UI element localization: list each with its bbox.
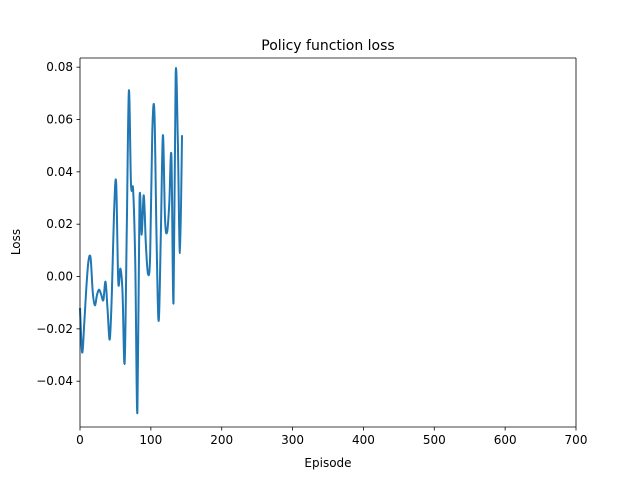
y-tick-label: 0.02 [46,217,73,231]
x-axis-label: Episode [304,456,351,470]
y-tick-label: 0.08 [46,60,73,74]
x-tick-label: 700 [565,433,588,447]
series-line-0 [79,67,184,414]
x-axis-ticks: 0 100 200 300 400 500 600 700 [76,427,587,447]
x-tick-label: 600 [494,433,517,447]
y-tick-label: −0.02 [36,322,73,336]
y-axis-label: Loss [9,229,23,255]
y-axis-ticks: −0.04 −0.02 0.00 0.02 0.04 0.06 0.08 [36,60,80,388]
y-tick-label: 0.00 [46,270,73,284]
x-tick-label: 200 [210,433,233,447]
y-tick-label: −0.04 [36,374,73,388]
y-tick-label: 0.06 [46,113,73,127]
y-tick-label: 0.04 [46,165,73,179]
x-tick-label: 300 [281,433,304,447]
series-layer [79,67,184,414]
x-tick-label: 400 [352,433,375,447]
axes-frame [79,57,577,428]
x-tick-label: 500 [423,433,446,447]
x-tick-label: 100 [139,433,162,447]
plot-area [80,58,576,427]
x-tick-label: 0 [76,433,84,447]
chart-title: Policy function loss [261,38,394,54]
